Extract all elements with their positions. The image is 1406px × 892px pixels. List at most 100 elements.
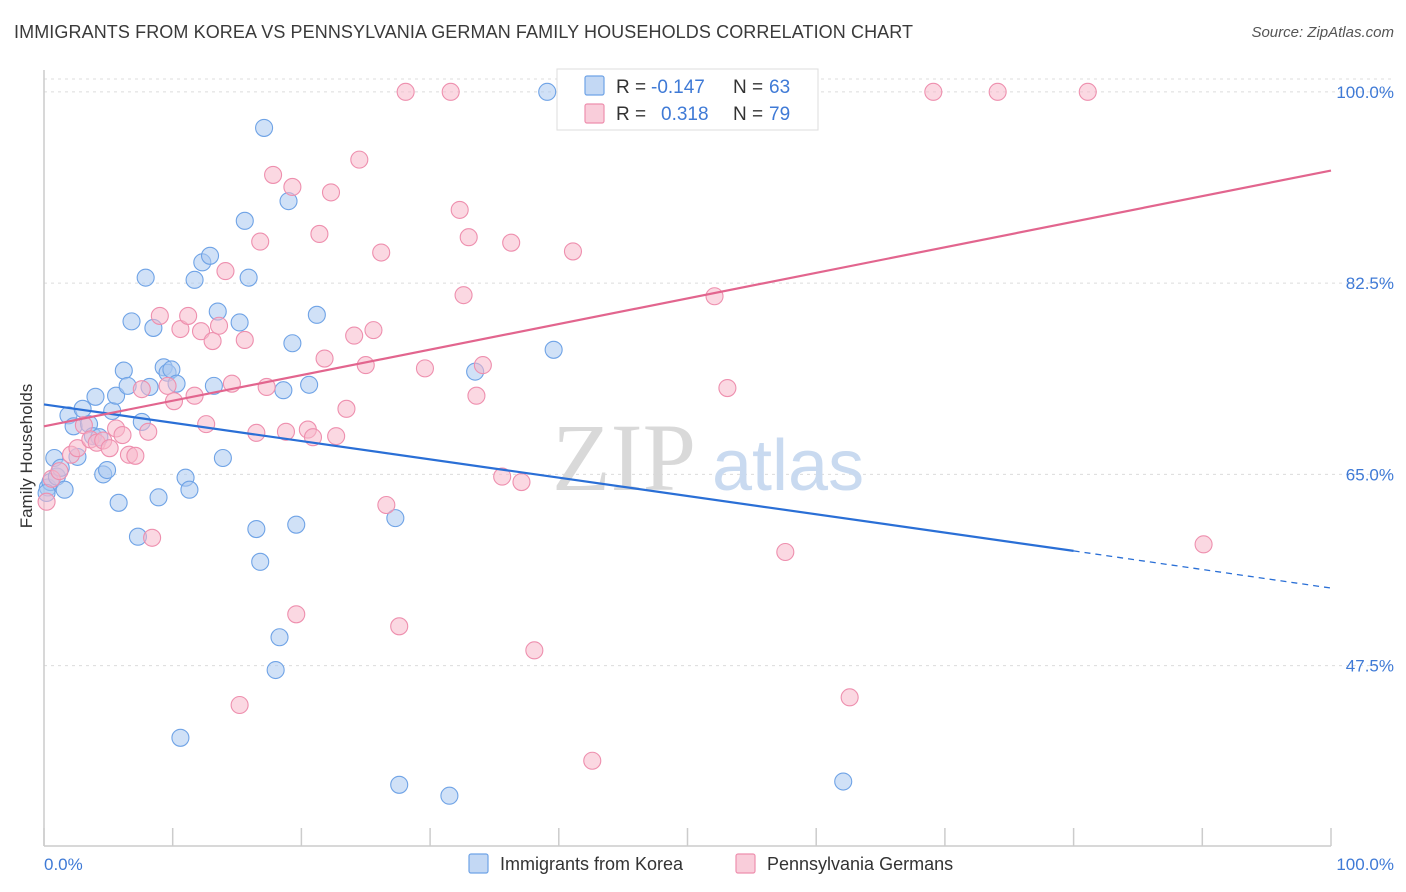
- legend-r-label-pa-german: R =: [616, 104, 646, 125]
- point-pa-german: [459, 228, 478, 247]
- point-pa-german: [68, 439, 87, 458]
- series-legend-swatch-korea: [468, 853, 489, 874]
- watermark-atlas: atlas: [712, 426, 864, 506]
- point-korea: [213, 448, 232, 468]
- point-pa-german: [454, 286, 473, 305]
- x-tick-label-max: 100.0%: [1336, 855, 1394, 874]
- point-korea: [86, 387, 105, 406]
- series-legend: Immigrants from Korea Pennsylvania Germa…: [468, 853, 953, 874]
- legend-r-value-pa-german: 0.318: [661, 104, 709, 125]
- legend-n-value-pa-german: 79: [769, 104, 790, 125]
- point-pa-german: [563, 242, 583, 261]
- point-pa-german: [287, 605, 306, 624]
- point-korea: [204, 376, 223, 395]
- point-pa-german: [283, 177, 302, 196]
- point-korea: [55, 480, 74, 499]
- series-legend-label-korea: Immigrants from Korea: [500, 854, 684, 874]
- point-pa-german: [191, 322, 211, 341]
- legend-n-label-pa-german: N =: [733, 104, 763, 125]
- point-korea: [149, 488, 168, 507]
- x-tick-label-min: 0.0%: [44, 855, 83, 874]
- point-korea: [251, 552, 270, 571]
- point-pa-german: [396, 82, 415, 101]
- legend-swatch-korea: [584, 75, 605, 96]
- y-tick-label: 100.0%: [1336, 83, 1394, 102]
- point-pa-german: [143, 528, 162, 547]
- point-pa-german: [1078, 82, 1097, 101]
- series-legend-label-pa-german: Pennsylvania Germans: [767, 854, 953, 874]
- watermark: ZIP atlas: [552, 404, 864, 511]
- point-pa-german: [150, 306, 169, 325]
- point-pa-german: [467, 386, 486, 405]
- point-pa-german: [113, 425, 132, 445]
- chart-source: Source: ZipAtlas.com: [1251, 24, 1394, 41]
- point-pa-german: [179, 306, 198, 325]
- point-pa-german: [705, 287, 724, 306]
- point-pa-german: [525, 641, 544, 660]
- point-pa-german: [158, 376, 177, 395]
- point-korea: [180, 480, 199, 499]
- point-pa-german: [100, 439, 119, 458]
- point-pa-german: [441, 82, 460, 101]
- point-korea: [230, 313, 249, 332]
- legend-n-value-korea: 63: [769, 77, 790, 98]
- point-pa-german: [230, 695, 249, 715]
- point-pa-german: [276, 422, 296, 441]
- point-pa-german: [132, 380, 151, 399]
- point-pa-german: [264, 165, 283, 184]
- trend-line-korea-extension: [1073, 550, 1332, 589]
- trend-lines: [43, 169, 1332, 589]
- point-pa-german: [372, 243, 391, 262]
- point-korea: [390, 775, 409, 794]
- gridlines: [44, 78, 1394, 667]
- point-korea: [171, 728, 190, 747]
- point-korea: [247, 519, 266, 539]
- point-pa-german: [126, 446, 145, 465]
- y-tick-label: 47.5%: [1346, 657, 1394, 676]
- point-korea: [235, 211, 254, 230]
- point-pa-german: [924, 82, 943, 101]
- point-pa-german: [139, 422, 158, 441]
- point-pa-german: [377, 495, 396, 515]
- point-pa-german: [327, 427, 346, 446]
- point-pa-german: [583, 751, 602, 770]
- point-korea: [255, 118, 274, 137]
- point-korea: [114, 361, 133, 380]
- chart-title: IMMIGRANTS FROM KOREA VS PENNSYLVANIA GE…: [14, 22, 914, 42]
- point-korea: [283, 334, 302, 353]
- point-pa-german: [473, 356, 492, 375]
- stats-legend: R = -0.147 N = 63 R = 0.318 N = 79: [556, 68, 819, 131]
- point-korea: [274, 381, 293, 400]
- point-pa-german: [364, 321, 383, 340]
- point-pa-german: [988, 82, 1007, 101]
- point-pa-german: [493, 467, 512, 486]
- trend-line-pa-german: [43, 169, 1332, 428]
- point-korea: [107, 386, 126, 405]
- point-pa-german: [390, 617, 409, 636]
- point-korea: [239, 268, 258, 287]
- legend-n-label-korea: N =: [733, 77, 763, 98]
- point-pa-german: [251, 232, 270, 251]
- y-axis-label: Family Households: [17, 384, 36, 529]
- point-pa-german: [235, 330, 254, 350]
- point-pa-german: [776, 542, 795, 562]
- legend-r-label-korea: R =: [616, 77, 646, 98]
- point-pa-german: [415, 359, 435, 378]
- trend-line-korea: [43, 403, 1074, 552]
- point-korea: [440, 786, 459, 805]
- point-korea: [834, 772, 853, 791]
- point-pa-german: [203, 332, 222, 351]
- y-tick-label: 65.0%: [1346, 465, 1394, 484]
- point-korea: [307, 305, 326, 324]
- point-korea: [270, 628, 289, 647]
- point-korea: [200, 246, 220, 265]
- y-tick-label: 82.5%: [1346, 274, 1394, 293]
- point-pa-german: [718, 379, 737, 398]
- point-pa-german: [216, 262, 235, 281]
- point-pa-german: [450, 200, 469, 219]
- point-korea: [185, 270, 204, 289]
- point-pa-german: [840, 688, 859, 707]
- point-korea: [544, 340, 563, 359]
- point-korea: [287, 515, 306, 534]
